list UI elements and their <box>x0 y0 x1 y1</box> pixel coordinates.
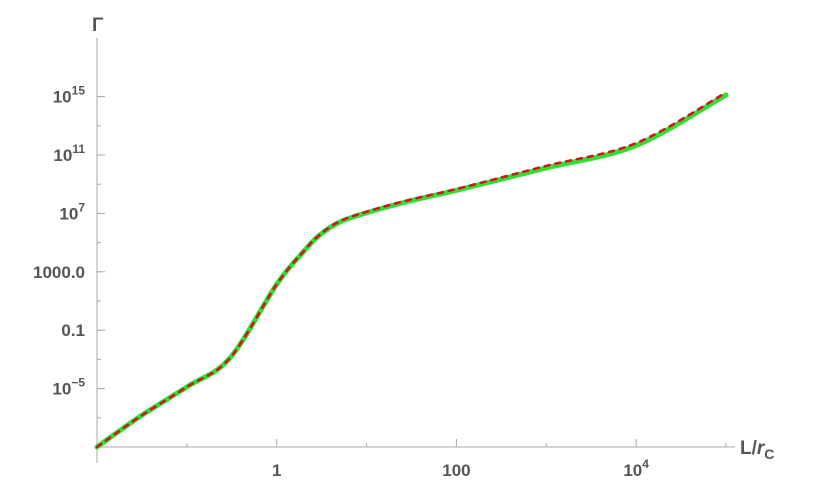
y-tick-label: 0.1 <box>61 321 85 340</box>
x-tick-label: 104 <box>623 457 649 480</box>
series-line-2 <box>95 91 728 449</box>
y-tick-label: 10−5 <box>52 376 85 399</box>
y-tick-label: 1000.0 <box>33 263 85 282</box>
y-tick-label: 1011 <box>53 142 85 165</box>
x-tick-label: 100 <box>442 461 470 480</box>
plot-area <box>94 91 729 450</box>
y-axis-label: Γ <box>92 15 104 36</box>
series-line-1 <box>94 92 729 450</box>
x-tick-label: 1 <box>272 461 281 480</box>
x-axis-label: L/rC <box>740 438 774 462</box>
y-tick-label: 107 <box>59 200 85 223</box>
y-tick-label: 1015 <box>53 84 86 107</box>
axes <box>96 38 735 463</box>
axis-labels: 1 100 104 10−5 0.1 1000.0 107 1011 1015 Γ L/rC <box>33 15 774 480</box>
